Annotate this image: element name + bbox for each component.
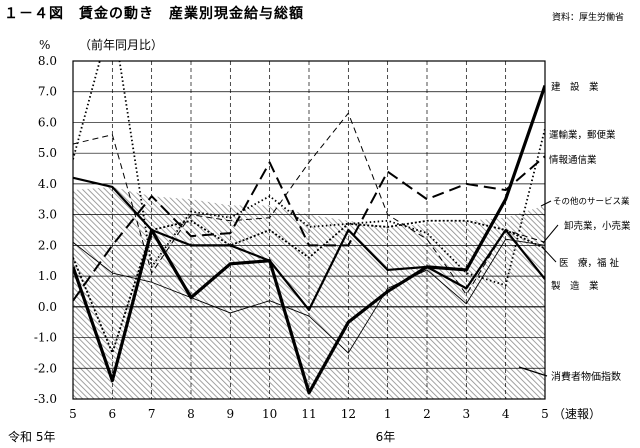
- series-label: 運輸業，郵便業: [549, 129, 616, 141]
- x-tick-label: 3: [463, 407, 471, 421]
- series-label: 情報通信業: [549, 154, 597, 166]
- x-year-label: 6年: [376, 430, 396, 444]
- x-tick-label: 7: [148, 407, 156, 421]
- leader-line: [540, 200, 552, 207]
- y-unit-label: %: [39, 38, 50, 52]
- y-tick-label: -3.0: [34, 392, 57, 406]
- x-year-label: 令和 5年: [8, 429, 55, 444]
- x-tick-label: 6: [109, 407, 117, 421]
- y-axis-label: （前年同月比）: [79, 37, 163, 52]
- x-tick-label: 1: [384, 407, 392, 421]
- series-label: 建 設 業: [551, 81, 599, 93]
- y-tick-label: 0.0: [38, 300, 57, 314]
- x-tick-label: 10: [262, 407, 277, 421]
- plot-frame: [72, 60, 546, 400]
- series-label: 卸売業，小売業: [564, 220, 631, 232]
- y-tick-label: 4.0: [38, 177, 57, 191]
- x-tick-label: 11: [301, 407, 316, 421]
- y-tick-label: 7.0: [38, 85, 57, 99]
- series-line-1: [73, 61, 545, 287]
- y-tick-label: 2.0: [38, 238, 57, 252]
- y-tick-label: 6.0: [38, 115, 57, 129]
- x-tick-label: 2: [423, 407, 431, 421]
- y-tick-label: 3.0: [38, 208, 57, 222]
- y-tick-label: -2.0: [34, 361, 57, 375]
- series-label: 医 療，福 祉: [559, 257, 620, 269]
- series-label: その他のサービス業: [553, 196, 630, 207]
- series-label: 製 造 業: [551, 280, 599, 292]
- y-tick-label: -1.0: [34, 331, 57, 345]
- series-line-5: [73, 176, 545, 311]
- series-line-3: [73, 112, 545, 296]
- x-tick-label: 8: [187, 407, 195, 421]
- x-tick-note: （速報）: [553, 407, 601, 421]
- series-line-6: [73, 238, 545, 354]
- y-tick-label: 5.0: [38, 146, 57, 160]
- chart-title: １－４図 賃金の動き 産業別現金給与総額: [4, 6, 304, 22]
- x-tick-label: 5: [69, 407, 77, 421]
- series-line-2: [73, 155, 545, 302]
- y-tick-label: 1.0: [38, 269, 57, 283]
- cpi-label: 消費者物価指数: [551, 370, 621, 383]
- leader-line: [518, 366, 548, 377]
- source-note: 資料：厚生労働省: [551, 13, 624, 23]
- x-tick-label: 4: [502, 407, 510, 421]
- leader-line: [542, 224, 559, 244]
- y-tick-label: 8.0: [38, 54, 57, 68]
- x-tick-label: 9: [227, 407, 235, 421]
- x-tick-label: 12: [341, 407, 356, 421]
- x-tick-label: 5: [541, 407, 549, 421]
- leader-line: [542, 247, 557, 263]
